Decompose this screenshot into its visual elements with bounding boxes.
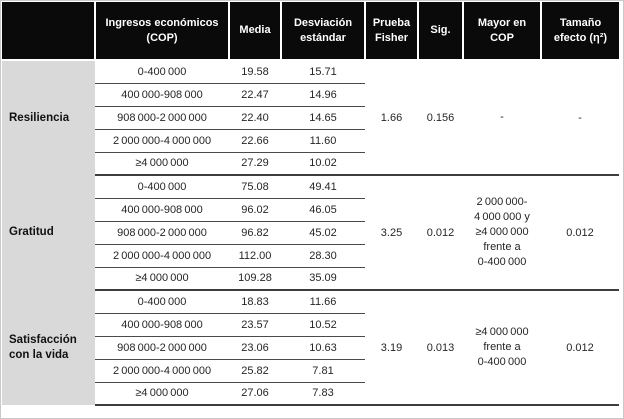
table-row: 2 000 000-4 000 000 25.82 7.81 <box>2 359 619 383</box>
income-range-cell: ≥4 000 000 <box>95 152 229 176</box>
sig-value: 0.156 <box>418 60 463 176</box>
income-range-cell: 0-400 000 <box>95 290 229 314</box>
mayor-en-cop-value: - <box>463 60 541 176</box>
sd-cell: 7.81 <box>281 359 365 383</box>
table-row: ≥4 000 000 27.29 10.02 <box>2 152 619 176</box>
variable-label-resiliencia: Resiliencia <box>2 60 95 175</box>
header-mayor-en-cop: Mayor en COP <box>462 2 541 61</box>
header-media: Media <box>228 2 281 61</box>
income-range-cell: 2 000 000-4 000 000 <box>95 129 229 153</box>
table-row: ≥4 000 000 109.28 35.09 <box>2 267 619 291</box>
table-row: 908 000-2 000 000 96.82 45.02 <box>2 221 619 245</box>
sd-cell: 10.63 <box>281 336 365 360</box>
table-row: ≥4 000 000 27.06 7.83 <box>2 382 619 406</box>
income-range-cell: 0-400 000 <box>95 175 229 199</box>
media-cell: 25.82 <box>229 359 281 383</box>
media-cell: 23.06 <box>229 336 281 360</box>
table-row: Satisfacción con la vida 0-400 000 18.83… <box>2 290 619 406</box>
media-cell: 23.57 <box>229 313 281 337</box>
media-cell: 112.00 <box>229 244 281 268</box>
income-range-cell: 908 000-2 000 000 <box>95 336 229 360</box>
media-cell: 96.02 <box>229 198 281 222</box>
table-row: 400 000-908 000 22.47 14.96 <box>2 83 619 107</box>
media-cell: 109.28 <box>229 267 281 291</box>
media-cell: 75.08 <box>229 175 281 199</box>
sd-cell: 14.96 <box>281 83 365 107</box>
mayor-en-cop-value: ≥4 000 000 frente a 0-400 000 <box>463 290 541 406</box>
table-header-row: Ingresos económicos (COP) Media Desviaci… <box>2 2 619 61</box>
variable-label-satisfaccion: Satisfacción con la vida <box>2 290 95 405</box>
fisher-value: 3.19 <box>365 290 418 406</box>
income-range-cell: 400 000-908 000 <box>95 83 229 107</box>
table-row: 400 000-908 000 23.57 10.52 <box>2 313 619 337</box>
income-range-cell: 0-400 000 <box>95 60 229 84</box>
sig-value: 0.013 <box>418 290 463 406</box>
income-range-cell: 400 000-908 000 <box>95 198 229 222</box>
media-cell: 96.82 <box>229 221 281 245</box>
table-row: 400 000-908 000 96.02 46.05 <box>2 198 619 222</box>
media-cell: 22.47 <box>229 83 281 107</box>
table-row: 2 000 000-4 000 000 112.00 28.30 <box>2 244 619 268</box>
header-sig: Sig. <box>417 2 463 61</box>
sd-cell: 15.71 <box>281 60 365 84</box>
mayor-en-cop-value: 2 000 000- 4 000 000 y ≥4 000 000 frente… <box>463 175 541 291</box>
header-empty <box>2 2 95 61</box>
sd-cell: 11.60 <box>281 129 365 153</box>
sd-cell: 35.09 <box>281 267 365 291</box>
effect-size-value: 0.012 <box>541 175 619 291</box>
statistics-table: Ingresos económicos (COP) Media Desviaci… <box>2 2 619 406</box>
table-row: 908 000-2 000 000 23.06 10.63 <box>2 336 619 360</box>
variable-label-gratitud: Gratitud <box>2 175 95 290</box>
header-prueba-fisher: Prueba Fisher <box>364 2 418 61</box>
header-ingresos: Ingresos económicos (COP) <box>94 2 229 61</box>
sd-cell: 11.66 <box>281 290 365 314</box>
media-cell: 27.29 <box>229 152 281 176</box>
fisher-value: 3.25 <box>365 175 418 291</box>
table-row: 908 000-2 000 000 22.40 14.65 <box>2 106 619 130</box>
sd-cell: 10.02 <box>281 152 365 176</box>
media-cell: 27.06 <box>229 382 281 406</box>
income-range-cell: ≥4 000 000 <box>95 382 229 406</box>
sd-cell: 49.41 <box>281 175 365 199</box>
header-tamano-efecto: Tamaño efecto (η²) <box>540 2 619 61</box>
sd-cell: 46.05 <box>281 198 365 222</box>
table-row: Resiliencia 0-400 000 19.58 15.71 1.66 0… <box>2 60 619 176</box>
income-range-cell: 2 000 000-4 000 000 <box>95 359 229 383</box>
income-range-cell: 908 000-2 000 000 <box>95 221 229 245</box>
effect-size-value: 0.012 <box>541 290 619 406</box>
sd-cell: 7.83 <box>281 382 365 406</box>
income-range-cell: ≥4 000 000 <box>95 267 229 291</box>
media-cell: 22.40 <box>229 106 281 130</box>
table-row: 2 000 000-4 000 000 22.66 11.60 <box>2 129 619 153</box>
media-cell: 19.58 <box>229 60 281 84</box>
sd-cell: 14.65 <box>281 106 365 130</box>
fisher-value: 1.66 <box>365 60 418 176</box>
media-cell: 22.66 <box>229 129 281 153</box>
income-range-cell: 400 000-908 000 <box>95 313 229 337</box>
media-cell: 18.83 <box>229 290 281 314</box>
effect-size-value: - <box>541 60 619 176</box>
sig-value: 0.012 <box>418 175 463 291</box>
sd-cell: 28.30 <box>281 244 365 268</box>
header-desviacion: Desviación estándar <box>280 2 365 61</box>
sd-cell: 10.52 <box>281 313 365 337</box>
income-range-cell: 2 000 000-4 000 000 <box>95 244 229 268</box>
income-range-cell: 908 000-2 000 000 <box>95 106 229 130</box>
table-row: Gratitud 0-400 000 75.08 49.41 3.25 0.01… <box>2 175 619 291</box>
sd-cell: 45.02 <box>281 221 365 245</box>
